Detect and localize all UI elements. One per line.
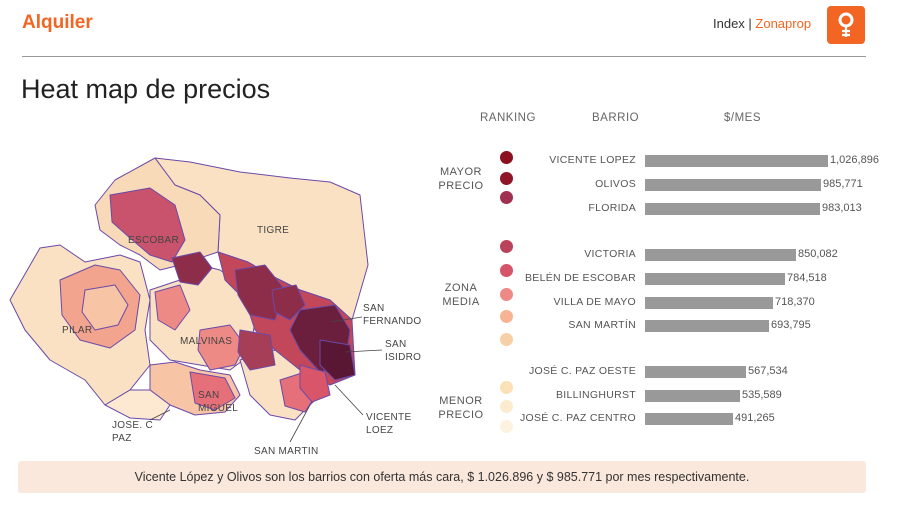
brand-title: Alquiler — [22, 12, 93, 33]
group-label-menor-line2: PRECIO — [438, 409, 484, 421]
map-label-san-fernando-line1: SAN — [363, 303, 385, 314]
price-bar — [645, 390, 740, 402]
barrio-label: SAN MARTÍN — [568, 319, 636, 331]
price-value: 535,589 — [742, 389, 782, 401]
price-bar — [645, 366, 746, 378]
ranking-dot — [500, 400, 513, 413]
price-value: 784,518 — [787, 272, 827, 284]
ranking-dot — [500, 264, 513, 277]
index-credit: Index | Zonaprop — [713, 16, 811, 31]
group-label-mayor-line1: MAYOR — [439, 166, 483, 178]
map-label-san-fernando: SAN FERNANDO — [363, 302, 422, 328]
barrio-label: JOSÉ C. PAZ CENTRO — [519, 412, 636, 424]
barrio-label: JOSÉ C. PAZ OESTE — [528, 365, 636, 377]
map-label-san-martin: SAN MARTIN — [254, 446, 319, 457]
price-value: 693,795 — [771, 319, 811, 331]
ranking-dot — [500, 191, 513, 204]
price-value: 567,534 — [748, 365, 788, 377]
map-label-jose-c-paz-line2: PAZ — [112, 433, 132, 444]
map-label-san-isidro: SAN ISIDRO — [385, 338, 421, 364]
price-bar — [645, 297, 773, 309]
price-bar — [645, 249, 796, 261]
map-label-san-miguel: SAN MIGUEL — [198, 389, 238, 415]
price-value: 983,013 — [822, 202, 862, 214]
page-title: Heat map de precios — [21, 74, 271, 104]
price-value: 985,771 — [823, 178, 863, 190]
zonaprop-logo-icon — [827, 6, 865, 44]
map-label-pilar: PILAR — [62, 325, 93, 336]
heat-map — [9, 157, 369, 421]
ranking-dot — [500, 333, 513, 346]
group-label-zona-line2: MEDIA — [442, 296, 480, 308]
map-label-escobar: ESCOBAR — [128, 235, 180, 246]
ranking-dot — [500, 172, 513, 185]
header-divider — [22, 56, 866, 57]
ranking-dot — [500, 420, 513, 433]
zonaprop-link[interactable]: Zonaprop — [755, 16, 812, 31]
footer-text: Vicente López y Olivos son los barrios c… — [134, 470, 750, 484]
group-label-zona-media: ZONA MEDIA — [436, 281, 486, 309]
price-value: 850,082 — [798, 248, 838, 260]
map-label-jose-c-paz: JOSE. C PAZ — [112, 419, 153, 445]
barrio-label: BELÉN DE ESCOBAR — [525, 272, 636, 284]
group-label-menor-precio: MENOR PRECIO — [436, 394, 486, 422]
price-bar — [645, 179, 821, 191]
map-label-san-miguel-line2: MIGUEL — [198, 403, 239, 414]
price-bar — [645, 155, 828, 167]
price-bar — [645, 320, 769, 332]
ranking-dot — [500, 288, 513, 301]
ranking-dot — [500, 240, 513, 253]
price-bar — [645, 203, 820, 215]
map-label-jose-c-paz-line1: JOSE. C — [112, 420, 153, 431]
barrio-label: VILLA DE MAYO — [553, 296, 636, 308]
map-label-san-miguel-line1: SAN — [198, 390, 220, 401]
map-label-vicente-lopez-line2: LOEZ — [366, 425, 394, 436]
barrio-label: VICTORIA — [584, 248, 636, 260]
price-value: 1,026,896 — [830, 154, 879, 166]
barrio-label: OLIVOS — [595, 178, 636, 190]
ranking-dot — [500, 310, 513, 323]
map-label-san-isidro-line1: SAN — [385, 339, 407, 350]
index-prefix: Index | — [713, 16, 756, 31]
column-header-barrio: BARRIO — [592, 112, 640, 124]
price-bar — [645, 413, 733, 425]
barrio-label: FLORIDA — [588, 202, 636, 214]
column-header-price: $/MES — [724, 112, 762, 124]
group-label-mayor-precio: MAYOR PRECIO — [436, 165, 486, 193]
column-header-ranking: RANKING — [480, 112, 536, 124]
map-label-vicente-lopez: VICENTE LOEZ — [366, 411, 411, 437]
map-label-tigre: TIGRE — [257, 225, 290, 236]
barrio-label: BILLINGHURST — [555, 389, 636, 401]
price-bar — [645, 273, 785, 285]
map-label-san-isidro-line2: ISIDRO — [385, 352, 422, 363]
footer-banner: Vicente López y Olivos son los barrios c… — [18, 461, 866, 493]
price-value: 491,265 — [735, 412, 775, 424]
group-label-mayor-line2: PRECIO — [438, 180, 484, 192]
group-label-menor-line1: MENOR — [439, 395, 483, 407]
ranking-dot — [500, 381, 513, 394]
map-label-san-fernando-line2: FERNANDO — [363, 316, 422, 327]
price-value: 718,370 — [775, 296, 815, 308]
map-label-malvinas: MALVINAS — [180, 336, 233, 347]
map-label-vicente-lopez-line1: VICENTE — [366, 412, 412, 423]
group-label-zona-line1: ZONA — [444, 282, 478, 294]
barrio-label: VICENTE LOPEZ — [549, 154, 636, 166]
ranking-dot — [500, 151, 513, 164]
